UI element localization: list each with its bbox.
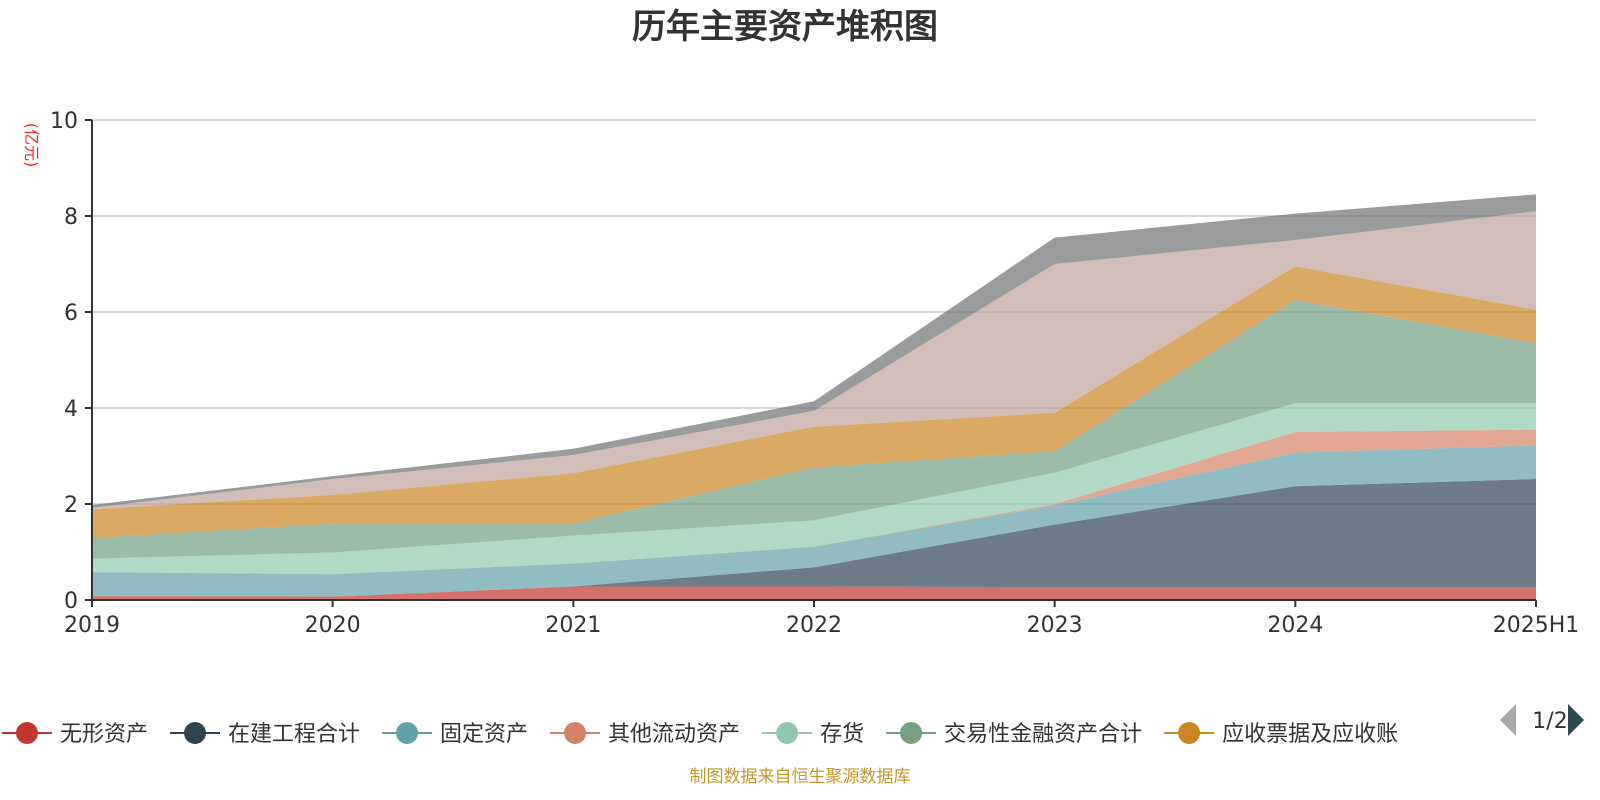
legend-next-icon[interactable] bbox=[1568, 704, 1584, 736]
y-axis-unit-label: (亿元) bbox=[22, 123, 41, 168]
legend-label: 应收票据及应收账 bbox=[1222, 722, 1398, 747]
legend-item-0[interactable]: 无形资产 bbox=[2, 722, 148, 747]
area-series-0 bbox=[92, 586, 1536, 600]
x-tick-label: 2025H1 bbox=[1493, 613, 1580, 638]
legend-label: 无形资产 bbox=[60, 722, 148, 747]
legend-label: 其他流动资产 bbox=[608, 722, 740, 747]
area-series-6 bbox=[92, 266, 1536, 539]
y-tick-label: 8 bbox=[64, 205, 78, 230]
x-tick-label: 2023 bbox=[1027, 613, 1083, 638]
legend-marker bbox=[900, 722, 923, 744]
x-tick-label: 2024 bbox=[1267, 613, 1323, 638]
y-tick-label: 0 bbox=[64, 589, 78, 614]
legend-pager: 1/2 bbox=[1500, 704, 1584, 736]
x-tick-label: 2019 bbox=[64, 613, 120, 638]
area-series-4 bbox=[92, 403, 1536, 575]
area-series-3 bbox=[92, 429, 1536, 575]
legend-label: 存货 bbox=[820, 722, 864, 747]
y-tick-label: 2 bbox=[64, 493, 78, 518]
legend-page-indicator: 1/2 bbox=[1532, 709, 1567, 734]
axes: 0 2 4 6 8 10 2019 2020 2021 2022 2023 2024 2025H1 bbox=[50, 109, 1579, 638]
area-series bbox=[92, 194, 1536, 600]
x-tick-label: 2021 bbox=[545, 613, 601, 638]
area-series-8 bbox=[92, 194, 1536, 508]
legend-marker bbox=[184, 722, 207, 744]
x-tick-label: 2020 bbox=[305, 613, 361, 638]
legend-marker bbox=[16, 722, 38, 744]
legend-item-5[interactable]: 交易性金融资产合计 bbox=[886, 722, 1142, 747]
legend-item-4[interactable]: 存货 bbox=[762, 722, 864, 747]
source-note: 制图数据来自恒生聚源数据库 bbox=[690, 767, 911, 787]
area-series-1 bbox=[92, 479, 1536, 597]
y-tick-label: 4 bbox=[64, 397, 78, 422]
legend-item-2[interactable]: 固定资产 bbox=[382, 722, 528, 747]
chart-title: 历年主要资产堆积图 bbox=[632, 7, 938, 47]
y-tick-label: 10 bbox=[50, 109, 78, 134]
legend-item-1[interactable]: 在建工程合计 bbox=[170, 722, 360, 747]
legend-marker bbox=[396, 722, 419, 744]
legend-label: 交易性金融资产合计 bbox=[944, 722, 1142, 747]
legend-marker bbox=[776, 722, 799, 744]
area-series-7 bbox=[92, 211, 1536, 510]
legend: 无形资产 在建工程合计 固定资产 其他流动资产 存货 交易性金融资产合计 应收票据及应收账 bbox=[2, 722, 1398, 747]
legend-item-3[interactable]: 其他流动资产 bbox=[550, 722, 740, 747]
y-tick-label: 6 bbox=[64, 301, 78, 326]
legend-prev-icon[interactable] bbox=[1500, 704, 1516, 736]
legend-item-6[interactable]: 应收票据及应收账 bbox=[1164, 722, 1398, 747]
legend-marker bbox=[1178, 722, 1201, 744]
legend-marker bbox=[564, 722, 587, 744]
legend-label: 固定资产 bbox=[440, 722, 528, 747]
x-tick-label: 2022 bbox=[786, 613, 842, 638]
area-series-2 bbox=[92, 445, 1536, 597]
legend-label: 在建工程合计 bbox=[228, 722, 360, 747]
area-series-5 bbox=[92, 300, 1536, 559]
